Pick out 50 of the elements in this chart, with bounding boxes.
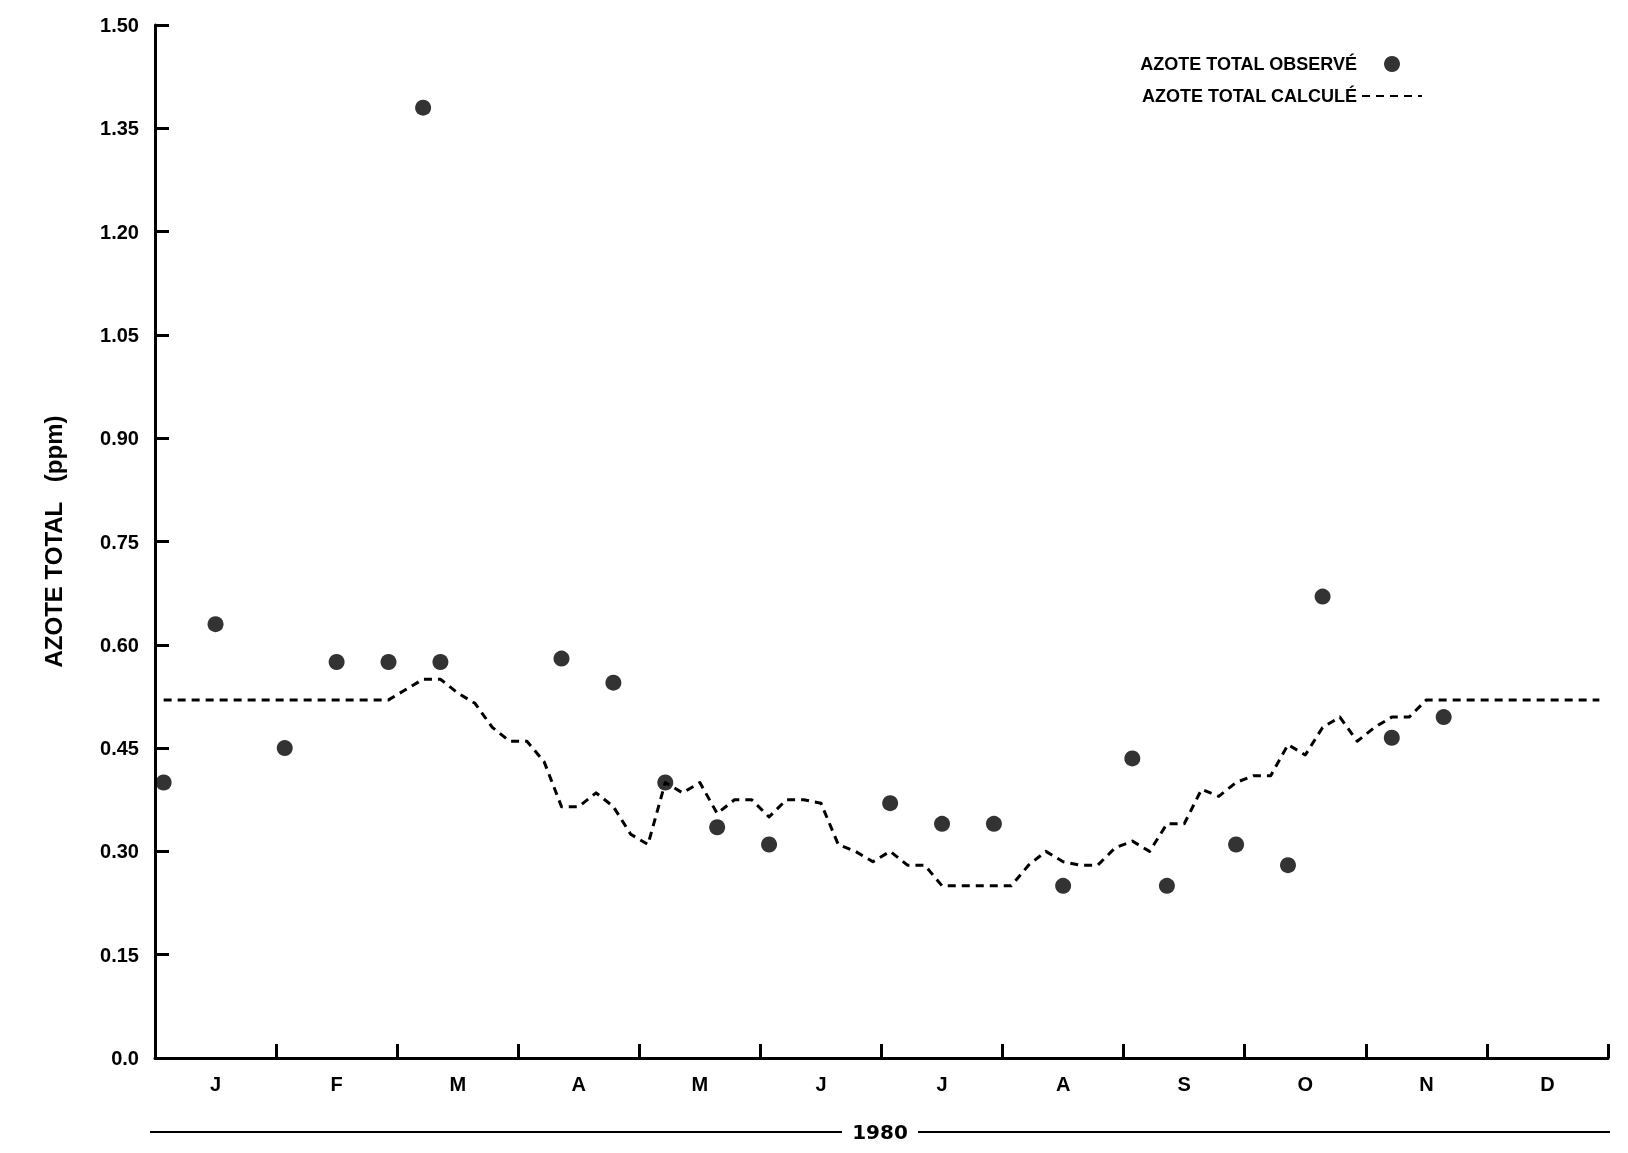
y-tick-label: 1.35 — [100, 117, 139, 140]
y-tick-label: 0.90 — [100, 427, 139, 450]
x-tick-label: A — [571, 1073, 587, 1095]
point — [605, 674, 622, 691]
point — [1435, 709, 1452, 726]
point — [380, 654, 397, 671]
point — [1383, 729, 1400, 746]
point — [1055, 877, 1072, 894]
point — [934, 815, 951, 832]
point — [761, 836, 778, 853]
x-tick-label: S — [1177, 1073, 1191, 1095]
point — [882, 795, 899, 812]
legend-label: AZOTE TOTAL CALCULÉ — [1142, 85, 1357, 106]
y-tick-label: 1.05 — [100, 323, 139, 346]
y-tick-label: 0.75 — [100, 530, 139, 553]
point — [415, 99, 432, 116]
point — [432, 654, 449, 671]
point — [1314, 588, 1331, 605]
point — [207, 616, 224, 633]
point — [709, 819, 726, 836]
point — [1124, 750, 1141, 767]
point — [328, 654, 345, 671]
y-tick-label: 0.60 — [100, 633, 139, 656]
point — [553, 650, 570, 667]
point — [155, 774, 172, 791]
x-tick-label: O — [1297, 1073, 1314, 1095]
y-tick-label: 0.0 — [111, 1047, 139, 1069]
x-tick-label: J — [815, 1073, 827, 1095]
x-tick-label: M — [691, 1073, 709, 1095]
point — [1228, 836, 1245, 853]
legend-label: AZOTE TOTAL OBSERVÉ — [1140, 53, 1357, 74]
x-tick-label: D — [1540, 1073, 1555, 1095]
x-tick-label: J — [209, 1073, 222, 1095]
x-tick-label: N — [1419, 1073, 1434, 1095]
point — [985, 815, 1002, 832]
point — [1280, 857, 1296, 874]
x-tick-label: F — [330, 1073, 343, 1095]
point — [276, 740, 293, 757]
x-axis-title: 1980 — [851, 1120, 909, 1144]
line-series — [162, 677, 1601, 888]
y-tick-label: 1.50 — [100, 14, 139, 36]
x-tick-label: A — [1055, 1073, 1071, 1095]
y-tick-label: 0.45 — [100, 737, 139, 760]
x-tick-label: J — [936, 1073, 948, 1095]
y-axis-title: AZOTE TOTAL (ppm) — [39, 415, 67, 668]
y-tick-label: 0.15 — [100, 943, 139, 966]
x-tick-label: M — [449, 1073, 467, 1095]
y-tick-label: 1.20 — [100, 220, 139, 243]
y-tick-label: 0.30 — [100, 840, 139, 863]
point — [1158, 877, 1175, 894]
